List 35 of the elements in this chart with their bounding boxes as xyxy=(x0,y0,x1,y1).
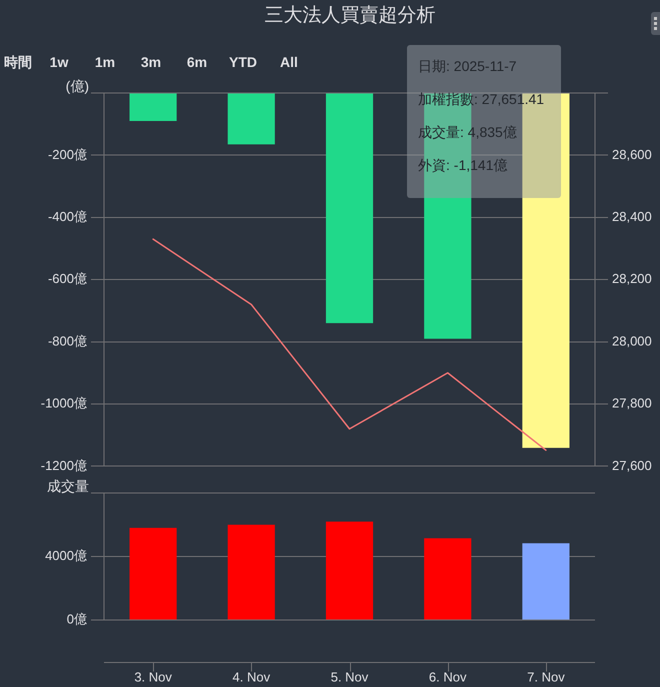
x-tick-label: 5. Nov xyxy=(330,669,369,684)
y2-tick-label: 28,200 xyxy=(612,271,652,286)
y-axis-title: 成交量 xyxy=(47,478,89,494)
text: 3m xyxy=(140,54,162,70)
y2-tick-label: 28,600 xyxy=(612,146,652,162)
x-tick-label: 4. Nov xyxy=(232,669,271,684)
bar xyxy=(130,528,177,620)
text: YTD xyxy=(229,54,257,70)
bar xyxy=(522,543,570,620)
x-tick-label: 3. Nov xyxy=(134,669,172,684)
y-tick-label: -1200億 xyxy=(40,458,87,473)
y2-tick-label: 27,600 xyxy=(612,458,652,473)
y-tick-label: 0億 xyxy=(66,612,87,627)
x-tick-label: 7. Nov xyxy=(527,669,566,684)
y-tick-label: -600億 xyxy=(48,271,87,286)
text: 三大法人買賣超分析 xyxy=(264,4,436,28)
text: 時間 xyxy=(4,54,32,70)
y2-tick-label: 28,000 xyxy=(612,333,652,348)
y-tick-label: -800億 xyxy=(48,333,87,348)
x-tick-label: 6. Nov xyxy=(428,669,467,684)
text: 日期: 2025-11-7 xyxy=(418,58,517,75)
text: 6m xyxy=(186,54,208,70)
text: 1m xyxy=(94,54,116,70)
bar xyxy=(424,538,472,620)
text: All xyxy=(280,54,298,70)
y-tick-label: 4000億 xyxy=(45,548,87,564)
y-tick-label: -200億 xyxy=(48,146,87,162)
y2-tick-label: 27,800 xyxy=(612,396,652,411)
text: 1w xyxy=(50,54,68,70)
bar xyxy=(326,522,374,620)
bar xyxy=(228,524,275,620)
y-axis-title: (億) xyxy=(66,78,89,94)
y-tick-label: -1000億 xyxy=(40,396,87,411)
y-tick-label: -400億 xyxy=(48,208,87,224)
y2-tick-label: 28,400 xyxy=(612,208,652,224)
